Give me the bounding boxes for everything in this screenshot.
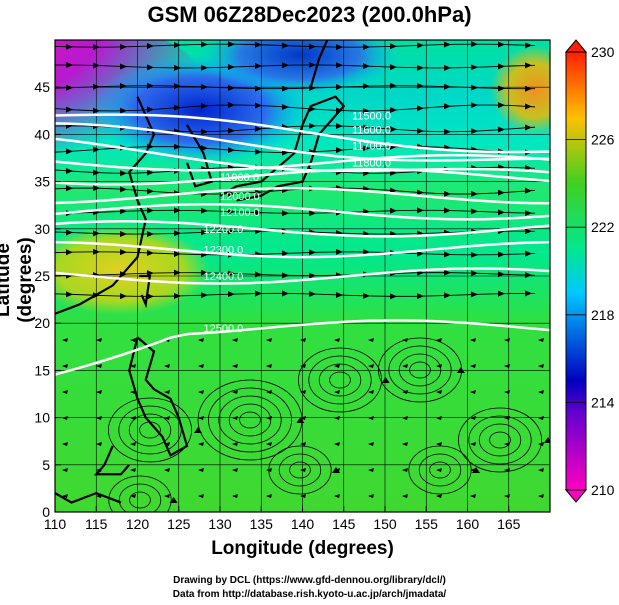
contour-label: 11800.0	[352, 158, 391, 170]
contour-line	[55, 203, 550, 221]
y-tick-label: 45	[34, 79, 50, 95]
x-axis-ticks: 110 115 120 125 130 135 140 145 150 155 160 165	[44, 506, 521, 532]
contour-label: 11500.0	[352, 111, 391, 123]
contour-label: 12200.0	[204, 224, 244, 236]
y-tick-label: 35	[34, 174, 50, 190]
x-tick-label: 145	[332, 516, 356, 532]
contour-line	[55, 153, 550, 172]
contour-label: 12100.0	[220, 207, 260, 219]
y-tick-label: 25	[34, 268, 50, 284]
x-tick-label: 110	[44, 516, 67, 532]
x-tick-label: 140	[291, 516, 315, 532]
x-tick-label: 120	[126, 516, 150, 532]
colorbar-label: 218	[591, 307, 615, 323]
colorbar-label: 222	[591, 219, 615, 235]
y-tick-label: 10	[34, 410, 50, 426]
x-tick-label: 125	[167, 516, 191, 532]
x-tick-label: 150	[373, 516, 397, 532]
credit-drawing: Drawing by DCL (https://www.gfd-dennou.o…	[173, 575, 446, 586]
contour-label: 11600.0	[352, 125, 391, 137]
contour-label: 12000.0	[220, 191, 260, 203]
contour-line	[55, 137, 550, 174]
contour-label: 12400.0	[204, 271, 244, 283]
y-tick-label: 15	[34, 362, 50, 378]
contour-label: 12300.0	[204, 245, 244, 257]
contour-label: 12500.0	[204, 323, 244, 335]
colorbar-label: 210	[591, 482, 615, 498]
contour-label: 11700.0	[352, 141, 391, 153]
contour-line	[55, 240, 550, 259]
x-tick-label: 160	[456, 516, 480, 532]
coastline	[309, 40, 329, 88]
coastline	[55, 491, 122, 504]
contour-line	[55, 113, 550, 154]
x-tick-label: 130	[208, 516, 232, 532]
coastline	[219, 95, 346, 202]
x-tick-label: 155	[415, 516, 439, 532]
y-tick-label: 20	[34, 315, 50, 331]
x-tick-label: 115	[85, 516, 108, 532]
y-tick-label: 30	[34, 221, 50, 237]
height-contours: 11500.0 11600.0 11700.0 11800.0 11900.0 12000…	[55, 111, 550, 376]
temperature-field	[55, 40, 550, 512]
y-tick-label: 40	[34, 126, 50, 142]
colorbar: 210 214 218 222 226 230	[564, 39, 615, 503]
contour-line	[55, 168, 550, 186]
colorbar-label: 230	[591, 44, 615, 60]
contour-line	[55, 122, 550, 162]
map-title: GSM 06Z28Dec2023 (200.0hPa)	[147, 2, 472, 27]
contour-line	[55, 267, 550, 285]
contour-line	[55, 186, 550, 205]
x-tick-label: 165	[497, 516, 521, 532]
y-axis-label: Latitude (degrees)	[0, 237, 36, 323]
y-axis-ticks: 0 5 10 15 20 25 30 35 40 45	[34, 79, 61, 520]
credit-data: Data from http://database.rish.kyoto-u.a…	[172, 589, 447, 600]
contour-line	[55, 220, 550, 238]
colorbar-label: 214	[591, 394, 615, 410]
contour-label: 11900.0	[220, 172, 259, 184]
colorbar-label: 226	[591, 132, 615, 148]
x-tick-label: 135	[250, 516, 274, 532]
x-axis-label: Longitude (degrees)	[211, 538, 394, 559]
y-tick-label: 5	[42, 457, 50, 473]
y-tick-label: 0	[42, 504, 50, 520]
contour-line	[55, 319, 550, 376]
